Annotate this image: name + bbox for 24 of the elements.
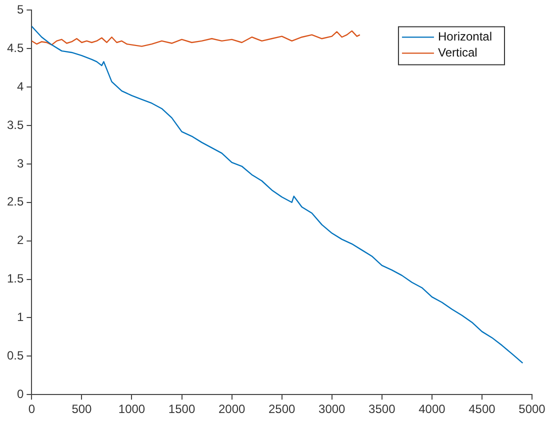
y-tick-label: 0 xyxy=(16,386,24,401)
y-tick-label: 2 xyxy=(16,233,24,248)
y-tick-label: 1.5 xyxy=(6,272,24,286)
x-tick-label: 3500 xyxy=(368,402,396,416)
x-tick-label: 500 xyxy=(72,402,92,416)
legend-label: Horizontal xyxy=(438,30,492,44)
x-tick-label: 4000 xyxy=(418,402,446,416)
y-tick-label: 3 xyxy=(16,156,24,170)
y-tick-label: 4.5 xyxy=(6,40,24,55)
y-tick-label: 1 xyxy=(16,310,24,324)
x-tick-label: 1500 xyxy=(168,402,196,416)
y-tick-label: 3.5 xyxy=(6,118,24,132)
y-tick-label: 5 xyxy=(16,2,24,17)
x-tick-label: 4500 xyxy=(468,402,496,416)
x-tick-label: 3000 xyxy=(318,402,346,416)
x-tick-label: 2000 xyxy=(218,402,246,416)
y-tick-label: 4 xyxy=(16,79,24,94)
y-tick-label: 2.5 xyxy=(6,194,24,209)
x-tick-label: 5000 xyxy=(518,402,546,416)
y-tick-label: 0.5 xyxy=(6,348,24,362)
x-tick-label: 2500 xyxy=(268,402,296,416)
x-tick-label: 0 xyxy=(28,402,36,416)
x-tick-label: 1000 xyxy=(118,402,146,416)
legend-label: Vertical xyxy=(438,46,478,60)
